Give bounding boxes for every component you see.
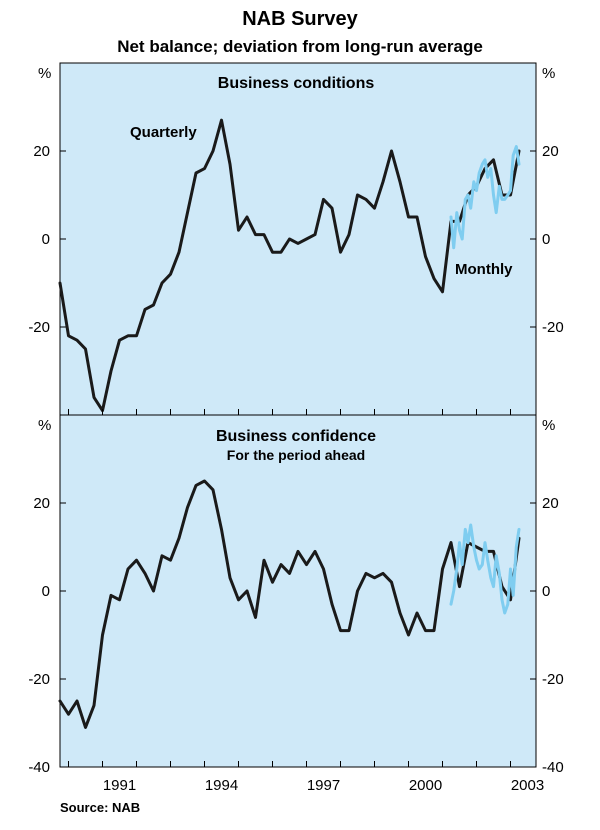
- x-axis: 1991 1994 1997 2000 2003: [68, 409, 544, 794]
- series-line-quarterly: [58, 118, 521, 413]
- panel-business-conditions: % % Business conditions 20 20 0 0 -20 -20 Qua…: [28, 65, 564, 413]
- panel-business-confidence: % % Business confidence For the period a…: [28, 417, 563, 776]
- y-unit-right: %: [542, 65, 555, 82]
- x-tick-label: 2003: [511, 777, 544, 794]
- y-tick-label-left: 0: [42, 231, 50, 248]
- panel-title: Business confidence: [216, 428, 376, 445]
- y-tick-label-right: 20: [542, 143, 559, 160]
- series-line-quarterly: [58, 479, 521, 729]
- y-tick-label-right: 0: [542, 583, 550, 600]
- y-unit-left: %: [38, 65, 51, 82]
- y-tick-label-left: -20: [28, 671, 50, 688]
- y-ticks: 20 20 0 0 -20 -20: [28, 143, 563, 336]
- y-tick-label-left: 20: [33, 143, 50, 160]
- y-ticks: 20 20 0 0 -20 -20 -40 -40: [28, 495, 563, 776]
- y-tick-label-left: -40: [28, 759, 50, 776]
- y-tick-label-right: -40: [542, 759, 564, 776]
- series-line-monthly: [449, 145, 521, 250]
- y-tick-label-right: 20: [542, 495, 559, 512]
- source-note: Source: NAB: [60, 800, 140, 815]
- series-lines: [58, 118, 521, 413]
- x-tick-label: 2000: [409, 777, 442, 794]
- y-tick-label-right: -20: [542, 319, 564, 336]
- y-unit-left: %: [38, 417, 51, 434]
- annotation-quarterly: Quarterly: [130, 124, 197, 141]
- x-tick-label: 1991: [103, 777, 136, 794]
- y-tick-label-left: 0: [42, 583, 50, 600]
- panel-title: Business conditions: [218, 75, 375, 92]
- y-tick-label-right: 0: [542, 231, 550, 248]
- x-tick-label: 1994: [205, 777, 238, 794]
- panel-subtitle: For the period ahead: [227, 447, 365, 463]
- chart-subtitle: Net balance; deviation from long-run ave…: [117, 37, 483, 56]
- y-tick-label-right: -20: [542, 671, 564, 688]
- series-lines: [58, 479, 521, 729]
- series-line-monthly: [449, 523, 521, 615]
- chart-title: NAB Survey: [242, 8, 358, 30]
- x-tick-label: 1997: [307, 777, 340, 794]
- y-tick-label-left: 20: [33, 495, 50, 512]
- y-tick-label-left: -20: [28, 319, 50, 336]
- annotation-monthly: Monthly: [455, 261, 513, 278]
- y-unit-right: %: [542, 417, 555, 434]
